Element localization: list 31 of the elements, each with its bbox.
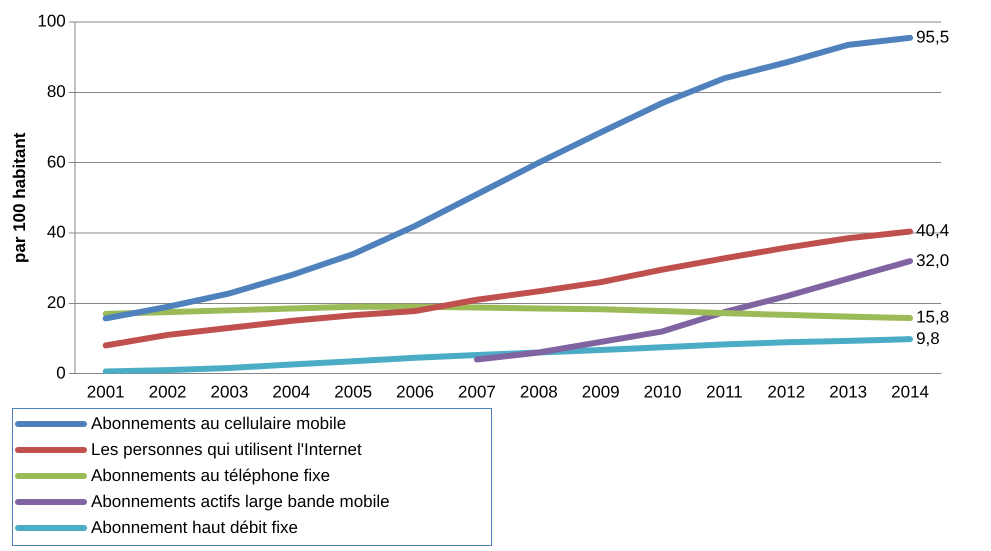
legend-label: Les personnes qui utilisent l'Internet xyxy=(91,439,362,461)
legend-label: Abonnements actifs large bande mobile xyxy=(91,491,390,513)
data-label: 95,5 xyxy=(916,28,950,47)
x-tick-label: 2005 xyxy=(334,382,372,402)
x-tick-label: 2006 xyxy=(396,382,434,402)
y-axis-title: par 100 habitant xyxy=(10,132,29,263)
data-label: 15,8 xyxy=(916,308,950,327)
x-tick-label: 2009 xyxy=(582,382,620,402)
y-tick-label: 0 xyxy=(56,363,66,382)
x-tick-label: 2004 xyxy=(272,382,310,402)
data-label: 9,8 xyxy=(916,328,940,348)
y-tick-label: 20 xyxy=(46,292,66,312)
y-tick-label: 100 xyxy=(37,12,66,31)
data-label: 32,0 xyxy=(916,250,950,270)
x-tick-label: 2013 xyxy=(829,382,868,402)
x-tick-label: 2007 xyxy=(458,382,496,402)
y-tick-label: 80 xyxy=(46,82,66,102)
x-tick-label: 2012 xyxy=(767,382,806,402)
x-tick-label: 2014 xyxy=(891,382,929,402)
legend-label: Abonnements au cellulaire mobile xyxy=(91,413,346,435)
y-tick-label: 60 xyxy=(46,152,66,172)
y-tick-label: 40 xyxy=(46,222,66,242)
legend-label: Abonnements au téléphone fixe xyxy=(91,465,330,487)
x-tick-label: 2003 xyxy=(210,382,248,402)
x-tick-label: 2008 xyxy=(520,382,558,402)
x-tick-label: 2001 xyxy=(86,382,125,402)
legend-label: Abonnement haut débit fixe xyxy=(91,517,298,539)
data-label: 40,4 xyxy=(916,221,950,240)
x-tick-label: 2011 xyxy=(706,382,743,402)
x-tick-label: 2002 xyxy=(148,382,186,402)
x-tick-label: 2010 xyxy=(644,382,682,402)
